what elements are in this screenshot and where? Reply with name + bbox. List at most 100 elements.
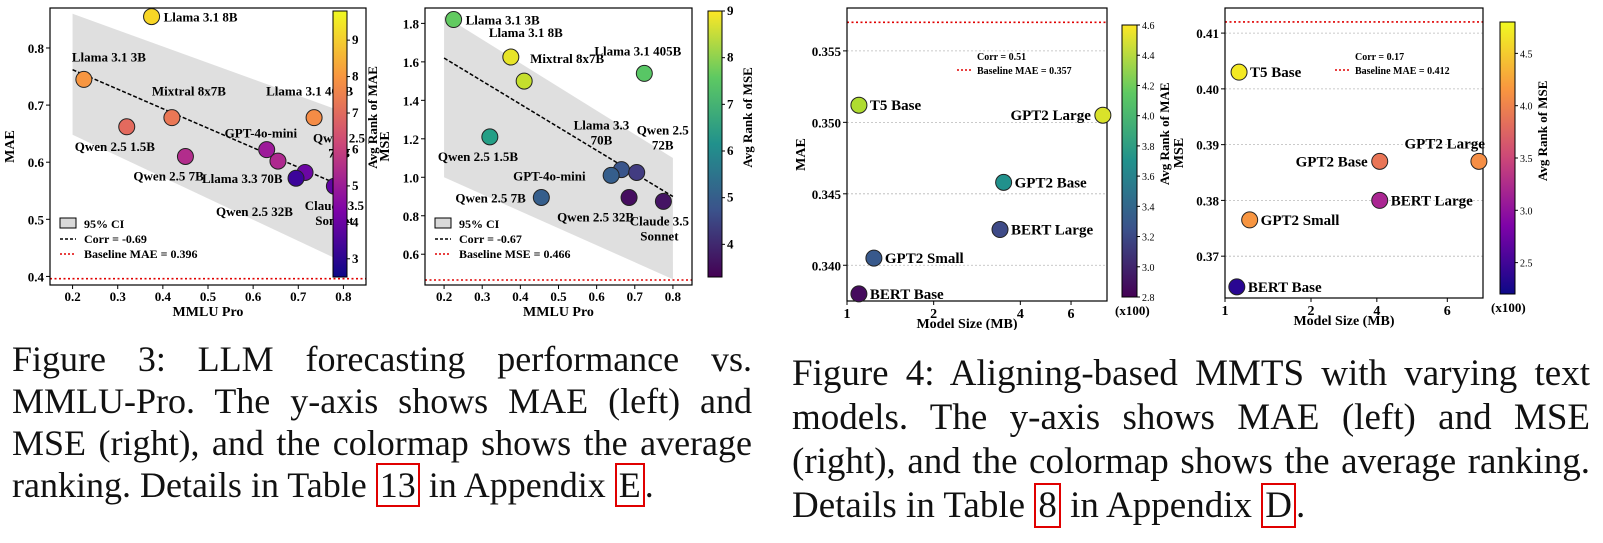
colorbar-title: Avg Rank of MSE	[1535, 81, 1550, 182]
point-label: GPT2 Large	[1404, 136, 1485, 152]
point-label: T5 Base	[870, 98, 922, 114]
colorbar-tick-label: 7	[727, 96, 734, 111]
data-point	[287, 169, 305, 187]
x-tick-label: 0.3	[474, 289, 491, 304]
chart-fig3_left: 0.2 0.3 0.4 0.5 0.6 0.7 0.8 0.4 0.5 0.6 0.7 0.8 MMLU…	[3, 7, 380, 320]
x-tick-label: 0.8	[335, 289, 352, 304]
y-tick-label: 0.5	[28, 212, 45, 227]
colorbar-tick-label: 9	[727, 3, 734, 18]
y-axis-title: MAE	[3, 130, 18, 163]
point-label: Qwen 2.5 1.5B	[438, 149, 519, 164]
point-label-line: Qwen 2.5	[637, 122, 690, 137]
colorbar-tick-label: 6	[352, 141, 359, 156]
data-point	[850, 96, 868, 114]
point-label: Qwen 2.5 7B	[455, 190, 526, 205]
data-point	[1094, 106, 1112, 124]
data-point	[75, 70, 93, 88]
point-label: BERT Base	[870, 287, 944, 303]
y-tick-label: 0.39	[1196, 138, 1219, 153]
table-13-link[interactable]: 13	[375, 463, 420, 507]
colorbar-tick-label: 8	[727, 50, 734, 65]
point-label-line: Claude 3.5	[630, 213, 690, 228]
colorbar-tick-label: 4	[727, 236, 734, 251]
x-tick-label: 2	[1308, 304, 1315, 319]
data-point	[163, 109, 181, 127]
colorbar-tick-label: 4.0	[1520, 102, 1533, 113]
ci-band	[72, 13, 344, 263]
x-tick-label: 6	[1444, 304, 1451, 319]
legend-ci-label: 95% CI	[459, 217, 500, 231]
y-tick-label: 0.7	[28, 98, 45, 113]
colorbar-title: Avg Rank of MSE	[740, 67, 755, 168]
x-axis-title: MMLU Pro	[523, 305, 594, 320]
colorbar-tick-label: 3.5	[1520, 154, 1533, 165]
colorbar-title: Avg Rank of MAE	[365, 66, 380, 169]
data-point	[118, 118, 136, 136]
point-label: Llama 3.1 405B	[266, 84, 353, 99]
data-point	[620, 188, 638, 206]
point-label: BERT Large	[1011, 223, 1093, 239]
x-tick-label: 0.5	[200, 289, 217, 304]
appendix-e-link[interactable]: E	[614, 463, 645, 507]
chart-fig3_right: 0.2 0.3 0.4 0.5 0.6 0.7 0.8 0.6 0.8 1.0 1.2 1.4 1.6 1…	[378, 3, 755, 320]
colorbar-tick-label: 3.2	[1142, 233, 1155, 244]
x-unit-label: (x100)	[1115, 303, 1150, 318]
colorbar-tick-label: 3.6	[1142, 172, 1155, 183]
table-8-link[interactable]: 8	[1034, 483, 1061, 528]
data-point	[628, 163, 646, 181]
x-tick-label: 0.7	[290, 289, 307, 304]
data-point	[865, 249, 883, 267]
legend-baseline-label: Baseline MAE = 0.396	[84, 247, 198, 261]
point-label: GPT2 Base	[1015, 175, 1087, 191]
caption-text: .	[644, 465, 654, 505]
y-tick-label: 1.2	[403, 132, 419, 147]
y-tick-label: 1.0	[403, 170, 419, 185]
legend-corr-label: Corr = -0.67	[459, 232, 522, 246]
x-axis-title: Model Size (MB)	[916, 317, 1017, 330]
legend-ci-swatch	[434, 217, 452, 229]
data-point	[481, 128, 499, 146]
y-tick-label: 0.340	[812, 258, 841, 273]
y-axis-title: MSE	[1172, 138, 1187, 168]
x-tick-label: 0.8	[665, 289, 682, 304]
legend-baseline-label: Baseline MSE = 0.466	[459, 247, 571, 261]
point-label: GPT2 Small	[885, 251, 964, 267]
y-axis-title: MSE	[378, 131, 393, 161]
data-point	[1371, 152, 1389, 170]
data-point	[143, 8, 161, 26]
y-tick-label: 0.355	[812, 44, 842, 59]
colorbar-tick-label: 3.0	[1142, 263, 1155, 274]
y-tick-label: 0.37	[1196, 249, 1219, 264]
data-point	[502, 48, 520, 66]
colorbar-tick-label: 4.4	[1142, 51, 1155, 62]
trend-line	[72, 68, 344, 188]
y-tick-label: 0.8	[403, 209, 420, 224]
point-label: GPT-4o-mini	[513, 168, 586, 183]
data-point	[176, 147, 194, 165]
caption-text: Figure 3: LLM forecasting performance vs…	[12, 339, 752, 505]
data-point	[305, 109, 323, 127]
colorbar-tick-label: 2.5	[1520, 259, 1533, 270]
x-unit-label: (x100)	[1491, 300, 1526, 315]
axes-frame	[846, 7, 1108, 302]
legend-baseline-label: Baseline MAE = 0.412	[1355, 66, 1450, 77]
data-point	[258, 141, 276, 159]
legend-ci-label: 95% CI	[84, 217, 125, 231]
x-tick-label: 0.3	[110, 289, 127, 304]
caption-text: Figure 4: Aligning-based MMTS with varyi…	[792, 353, 1590, 526]
y-tick-label: 1.6	[403, 55, 420, 70]
colorbar	[332, 10, 348, 278]
y-tick-label: 0.6	[403, 247, 420, 262]
point-label: Llama 3.1 3B	[72, 49, 146, 64]
y-tick-label: 0.4	[28, 269, 45, 284]
data-point	[445, 11, 463, 29]
appendix-d-link[interactable]: D	[1261, 483, 1296, 528]
data-point	[532, 188, 550, 206]
point-label: Llama 3.1 405B	[594, 43, 681, 58]
x-tick-label: 1	[844, 307, 851, 322]
caption-text: in Appendix	[1060, 485, 1262, 526]
point-label-line: 72B	[652, 137, 674, 152]
x-tick-label: 0.5	[550, 289, 567, 304]
y-tick-label: 1.8	[403, 16, 420, 31]
